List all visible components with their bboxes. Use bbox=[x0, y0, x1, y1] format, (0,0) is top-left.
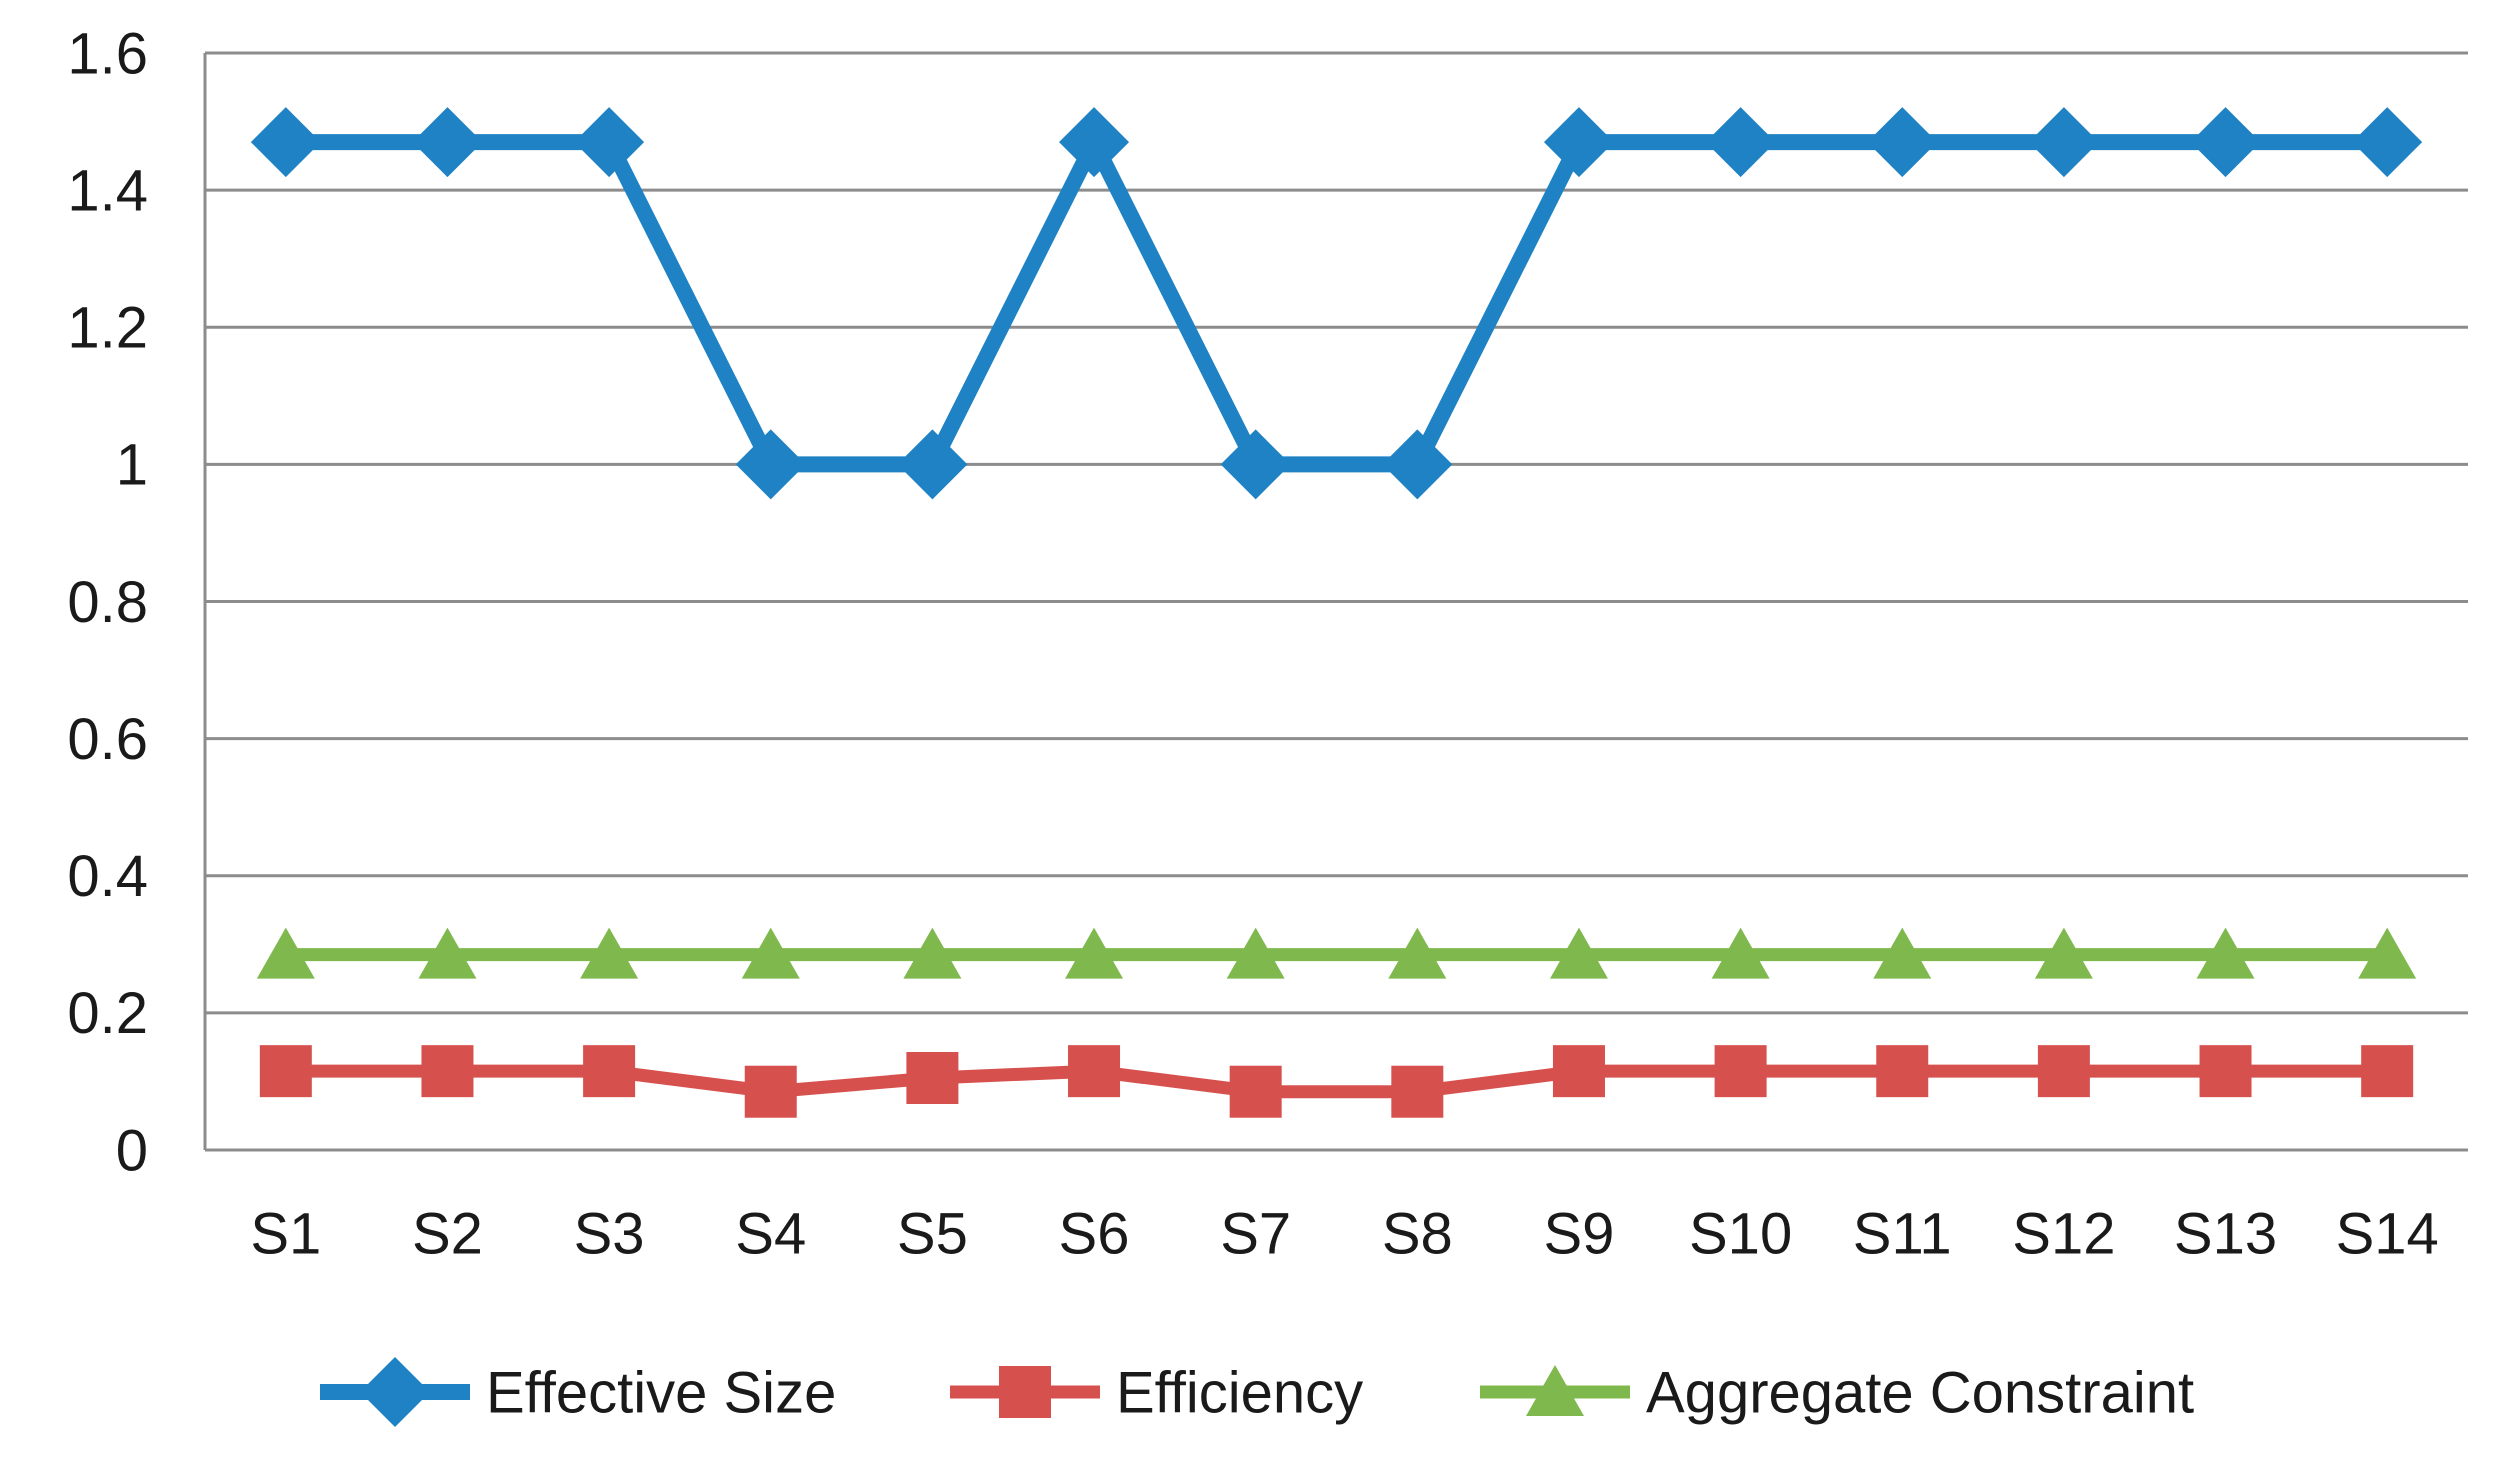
y-tick-label: 0.2 bbox=[67, 981, 148, 1046]
square-marker bbox=[1714, 1045, 1767, 1098]
y-tick-label: 1.2 bbox=[67, 296, 148, 361]
diamond-marker bbox=[897, 429, 968, 500]
triangle-marker bbox=[2196, 927, 2255, 979]
x-tick-label: S2 bbox=[412, 1201, 483, 1266]
square-marker bbox=[259, 1045, 312, 1098]
legend-item-aggregate-constraint: Aggregate Constraint bbox=[1480, 1360, 2194, 1425]
x-tick-label: S8 bbox=[1382, 1201, 1453, 1266]
diamond-marker bbox=[250, 107, 321, 178]
x-tick-label: S9 bbox=[1543, 1201, 1614, 1266]
x-tick-label: S4 bbox=[735, 1201, 806, 1266]
triangle-marker bbox=[2358, 927, 2417, 979]
square-marker bbox=[1229, 1065, 1282, 1118]
legend-label: Effective Size bbox=[486, 1360, 836, 1425]
triangle-marker bbox=[1226, 927, 1285, 979]
triangle-marker bbox=[1065, 927, 1124, 979]
gridlines bbox=[205, 51, 2468, 1152]
legend-label: Efficiency bbox=[1116, 1360, 1363, 1425]
triangle-marker bbox=[418, 927, 477, 979]
legend: Effective Size Efficiency Aggregate Constr… bbox=[320, 1357, 2194, 1427]
triangle-marker bbox=[1388, 927, 1447, 979]
diamond-marker bbox=[1220, 429, 1291, 500]
triangle-marker bbox=[741, 927, 800, 979]
x-tick-labels: S1 S2 S3 S4 S5 S6 S7 S8 S9 S10 S11 S12 S13 S14 bbox=[250, 1201, 2438, 1266]
triangle-marker bbox=[1549, 927, 1608, 979]
y-tick-label: 0 bbox=[116, 1118, 148, 1183]
square-marker bbox=[2037, 1045, 2090, 1098]
x-tick-label: S10 bbox=[1689, 1201, 1792, 1266]
y-tick-label: 1.4 bbox=[67, 158, 148, 223]
square-marker bbox=[906, 1052, 959, 1105]
triangle-marker bbox=[1711, 927, 1770, 979]
y-tick-label: 0.4 bbox=[67, 844, 148, 909]
x-tick-label: S7 bbox=[1220, 1201, 1291, 1266]
square-marker bbox=[744, 1065, 797, 1118]
y-tick-label: 1.6 bbox=[67, 21, 148, 86]
diamond-marker bbox=[574, 107, 645, 178]
diamond-marker bbox=[1867, 107, 1938, 178]
diamond-marker bbox=[412, 107, 483, 178]
diamond-marker bbox=[1382, 429, 1453, 500]
y-tick-labels: 0 0.2 0.4 0.6 0.8 1 1.2 1.4 1.6 bbox=[67, 21, 148, 1183]
square-marker bbox=[1068, 1045, 1121, 1098]
diamond-marker bbox=[2352, 107, 2423, 178]
diamond-marker bbox=[2190, 107, 2261, 178]
legend-item-efficiency: Efficiency bbox=[950, 1360, 1363, 1425]
square-marker bbox=[421, 1045, 474, 1098]
square-marker bbox=[1552, 1045, 1605, 1098]
x-tick-label: S14 bbox=[2336, 1201, 2439, 1266]
triangle-marker bbox=[2034, 927, 2093, 979]
triangle-marker bbox=[256, 927, 315, 979]
legend-label: Aggregate Constraint bbox=[1646, 1360, 2194, 1425]
square-marker bbox=[1391, 1065, 1444, 1118]
triangle-marker bbox=[1873, 927, 1932, 979]
square-marker bbox=[1876, 1045, 1929, 1098]
x-tick-label: S5 bbox=[897, 1201, 968, 1266]
square-marker bbox=[999, 1366, 1051, 1418]
series-line bbox=[279, 1064, 2394, 1099]
square-marker bbox=[583, 1045, 636, 1098]
diamond-marker bbox=[735, 429, 806, 500]
diamond-marker bbox=[1705, 107, 1776, 178]
legend-item-effective-size: Effective Size bbox=[320, 1357, 836, 1427]
series-effective-size bbox=[250, 107, 2423, 500]
diamond-marker bbox=[1059, 107, 1130, 178]
x-tick-label: S11 bbox=[1853, 1201, 1952, 1266]
diamond-marker bbox=[1543, 107, 1614, 178]
triangle-marker bbox=[1526, 1365, 1584, 1416]
triangle-marker bbox=[580, 927, 639, 979]
x-tick-label: S6 bbox=[1059, 1201, 1130, 1266]
triangle-marker bbox=[903, 927, 962, 979]
x-tick-label: S13 bbox=[2174, 1201, 2277, 1266]
x-tick-label: S1 bbox=[250, 1201, 321, 1266]
square-marker bbox=[2199, 1045, 2252, 1098]
series-efficiency bbox=[259, 1045, 2414, 1118]
square-marker bbox=[2361, 1045, 2414, 1098]
series-aggregate-constraint bbox=[256, 927, 2417, 979]
x-tick-label: S12 bbox=[2012, 1201, 2115, 1266]
x-tick-label: S3 bbox=[574, 1201, 645, 1266]
y-tick-label: 1 bbox=[116, 433, 148, 498]
diamond-marker bbox=[360, 1357, 430, 1427]
y-tick-label: 0.8 bbox=[67, 570, 148, 635]
y-tick-label: 0.6 bbox=[67, 707, 148, 772]
diamond-marker bbox=[2028, 107, 2099, 178]
